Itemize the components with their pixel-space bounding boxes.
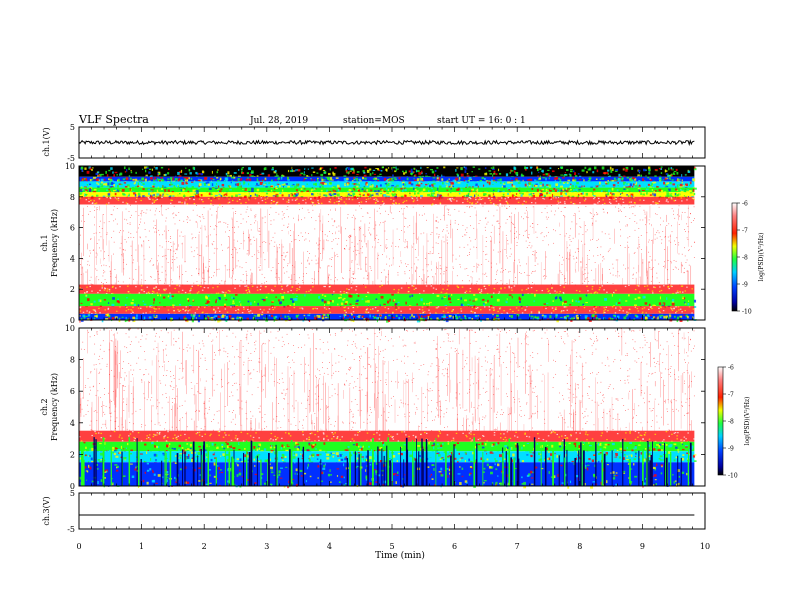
ch1-spec-band [79,293,697,309]
figure-title: VLF Spectra [78,113,149,126]
ch2-spec-ytick-label: 6 [70,387,75,396]
figure-start-time: start UT = 16: 0 : 1 [437,116,526,126]
time-tick-label: 1 [139,542,144,551]
time-axis: 0 1 2 3 4 5 6 7 8 9 10 [76,542,710,551]
colorbar-ch1-tick-label: -7 [742,228,748,235]
time-tick-label: 2 [202,542,207,551]
ch1-spec-band [79,204,696,286]
ch1-spec-ylabel-frequency: Frequency (kHz) [50,209,59,277]
ch1-wave-ytick-label: -5 [67,154,75,163]
panel-ch3-waveform: -5 5 ch.3(V) [42,489,706,534]
ch1-spec-band [79,284,695,296]
ch1-spec-ytick-label: 10 [65,162,75,171]
time-tick-label: 7 [515,542,520,551]
ch1-ylabel: ch.1(V) [42,127,51,156]
ch1-spec-ytick-label: 6 [70,224,75,233]
ch2-spec-ytick-label: 8 [70,356,75,365]
colorbar-ch1-tick-label: -9 [742,282,748,289]
ch1-spec-band [79,306,695,316]
colorbar-ch2-tick-label: -8 [728,419,734,426]
time-axis-label: Time (min) [375,550,425,561]
colorbar-ch2-tick-label: -10 [728,473,738,480]
time-tick-label: 9 [640,542,645,551]
ch1-spec-ytick-label: 2 [70,285,75,294]
ch2-spec-ylabel-frequency: Frequency (kHz) [50,373,59,441]
ch3-wave-ytick-label: 5 [70,489,75,498]
ch2-spec-ytick-label: 10 [65,324,75,333]
colorbar-ch2-label: log(PSD)(V²/Hz) [744,397,751,446]
ch3-ylabel: ch.3(V) [42,496,51,525]
time-tick-label: 8 [577,542,582,551]
time-tick-label: 10 [700,542,710,551]
panel-ch1-spectrogram: 0 2 4 6 8 10 ch.1 Frequency (kHz) [40,162,706,325]
ch2-spec-band [79,328,696,432]
colorbar-ch1: -6 -7 -8 -9 -10 log(PSD)(V²/Hz) [731,201,765,316]
ch1-spec-band [79,166,697,180]
colorbar-ch2-tick-label: -6 [728,365,734,372]
figure-station: station=MOS [343,116,405,126]
ch2-spec-streaks [81,437,692,486]
time-tick-label: 5 [389,542,394,551]
ch1-spec-ylabel-channel: ch.1 [40,234,49,251]
ch2-spec-ylabel-channel: ch.2 [40,398,49,415]
ch1-spec-ytick-label: 4 [70,254,75,263]
ch2-spec-ytick-label: 0 [70,482,75,491]
ch1-spec-band [79,313,697,323]
ch1-spec-ytick-label: 0 [70,316,75,325]
colorbar-ch2-tick-label: -7 [728,392,734,399]
panel-ch2-spectrogram: 0 2 4 6 8 10 ch.2 Frequency (kHz) [40,324,706,491]
ch1-wave-ytick-label: 5 [70,123,75,132]
ch2-spec-band [79,430,695,443]
ch1-wave-trace [78,139,695,147]
ch3-wave-ytick-label: -5 [67,525,75,534]
time-tick-label: 4 [327,542,332,551]
colorbar-ch1-label: log(PSD)(V²/Hz) [758,233,765,282]
colorbar-ch2: -6 -7 -8 -9 -10 log(PSD)(V²/Hz) [717,365,751,480]
colorbar-ch1-tick-label: -6 [742,201,748,208]
colorbar-ch1-tick-label: -8 [742,255,748,262]
time-tick-label: 6 [452,542,457,551]
ch2-spec-ytick-label: 2 [70,450,75,459]
time-tick-label: 0 [76,542,81,551]
colorbar-ch2-tick-label: -9 [728,446,734,453]
time-tick-label: 3 [264,542,269,551]
colorbar-ch1-tick-label: -10 [742,309,752,316]
ch1-spec-band [79,196,695,206]
figure-date: Jul. 28, 2019 [249,116,308,126]
ch1-spec-ytick-label: 8 [70,193,75,202]
ch2-spec-ytick-label: 4 [70,419,75,428]
panel-ch1-waveform: -5 5 ch.1(V) [42,123,706,163]
